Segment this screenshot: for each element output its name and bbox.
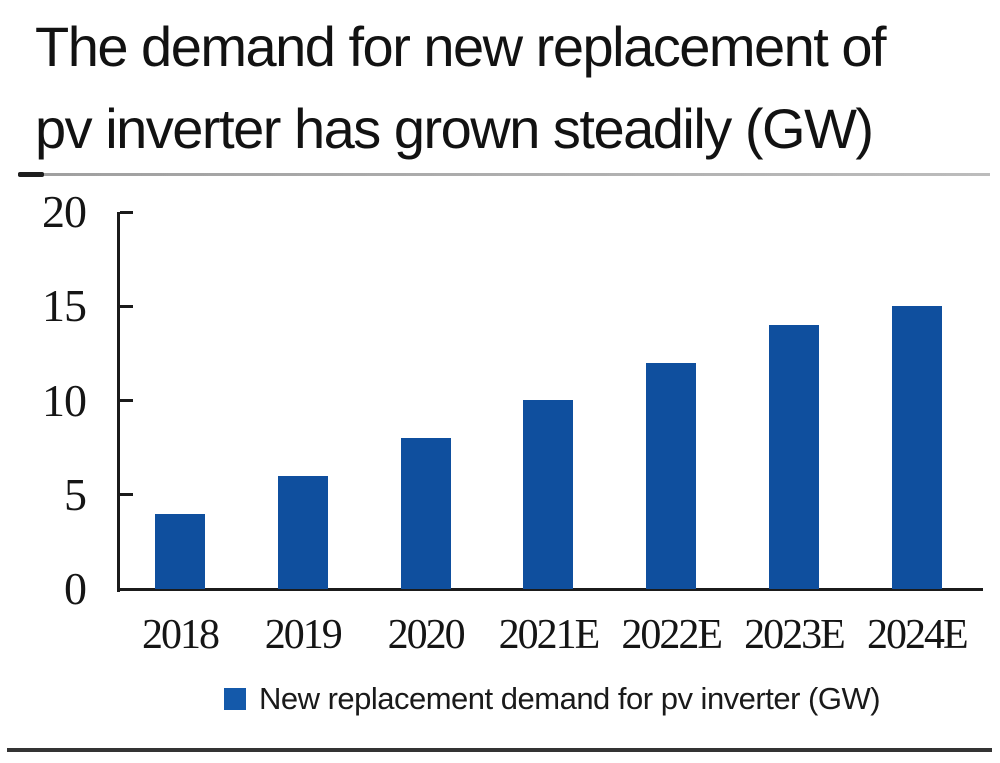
page-title-line1: The demand for new replacement of bbox=[35, 15, 887, 78]
y-tick-label-10: 10 bbox=[42, 374, 87, 426]
title-divider-accent bbox=[18, 172, 44, 177]
y-tick-15 bbox=[120, 304, 133, 308]
y-tick-20 bbox=[120, 210, 133, 214]
bar-2024E bbox=[891, 306, 942, 589]
bar-2018 bbox=[155, 514, 205, 589]
page-title-line2: pv inverter has grown steadily (GW) bbox=[35, 97, 874, 160]
x-tick-label-2024E: 2024E bbox=[866, 612, 969, 658]
bottom-divider bbox=[7, 748, 992, 752]
y-tick-label-5: 5 bbox=[64, 468, 87, 520]
page-title: The demand for new replacement of pv inv… bbox=[35, 6, 887, 170]
x-tick-label-2023E: 2023E bbox=[744, 612, 846, 658]
legend-label: New replacement demand for pv inverter (… bbox=[258, 681, 881, 716]
bar-2021E bbox=[523, 400, 574, 589]
x-axis-line bbox=[117, 588, 983, 591]
x-tick-label-2018: 2018 bbox=[142, 612, 220, 658]
bar-2019 bbox=[277, 476, 328, 589]
legend-swatch bbox=[223, 688, 246, 710]
x-tick-label-2022E: 2022E bbox=[621, 612, 723, 658]
y-axis-line bbox=[117, 212, 120, 592]
y-tick-label-15: 15 bbox=[42, 280, 87, 332]
bar-2023E bbox=[769, 325, 819, 589]
y-tick-5 bbox=[120, 493, 133, 497]
y-tick-label-20: 20 bbox=[42, 186, 87, 237]
x-tick-label-2020: 2020 bbox=[387, 612, 466, 658]
x-tick-label-2021E: 2021E bbox=[498, 612, 601, 658]
title-divider bbox=[18, 173, 990, 176]
bar-2022E bbox=[646, 363, 697, 589]
bar-2020 bbox=[400, 438, 451, 589]
y-tick-label-0: 0 bbox=[64, 563, 87, 614]
y-tick-10 bbox=[120, 399, 133, 402]
legend: New replacement demand for pv inverter (… bbox=[119, 681, 985, 716]
x-tick-label-2019: 2019 bbox=[264, 612, 343, 658]
